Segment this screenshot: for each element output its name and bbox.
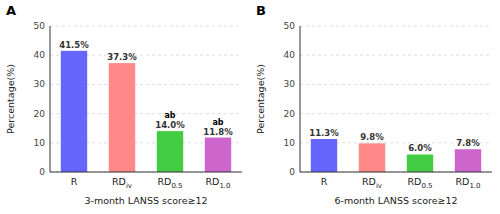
bars [61,51,231,172]
x-axis [300,172,492,173]
y-axis-label: Percentage(%) [5,64,16,134]
y-tick-label: 50 [34,21,46,31]
y-axis [50,26,51,172]
grid-line [300,113,492,114]
grid-line [50,172,242,173]
grid-line [300,172,492,173]
x-tick-label: RD0.5 [157,176,182,190]
grid-line [50,26,242,27]
x-tick-label: RD1.0 [205,176,230,190]
panel: 0 10 20 30 40 50 11.3% 9.8% 6.0% 7.8% R RDiv RD0.5 RD… [255,3,492,206]
data-label: 9.8% [360,132,384,142]
y-tick-label: 20 [34,109,46,119]
panel: 0102030405041.5%37.3%14.0%11.8%ababRRDiv… [5,3,242,206]
data-label: 37.3% [107,52,137,62]
y-tick-label: 30 [284,79,296,89]
grid-line [300,55,492,56]
y-tick-label: 40 [34,50,46,60]
data-label: 11.3% [309,128,339,138]
bar [311,139,337,172]
annotation: ab [212,118,223,127]
y-tick-label: 0 [39,167,45,177]
x-axis [50,172,242,173]
data-label: 41.5% [59,40,89,50]
y-tick-label: 40 [284,50,296,60]
x-tick-label: RD1.0 [455,176,480,190]
bar [455,149,481,172]
grid-line [300,26,492,27]
chart: 0102030405041.5%37.3%14.0%11.8%ababRRDiv… [0,0,500,214]
bar [157,131,183,172]
grid-line [300,84,492,85]
bar [205,138,231,172]
x-tick-label: RDiv [362,176,382,190]
y-tick-label: 50 [284,21,296,31]
data-label: 11.8% [203,127,233,137]
y-tick-label: 10 [284,138,296,148]
bar [61,51,87,172]
y-tick-label: 0 [289,167,295,177]
y-tick-label: 20 [284,109,296,119]
y-axis-label: Percentage(%) [255,64,266,134]
bar [407,154,433,172]
x-tick-label: R [71,176,78,187]
x-axis-label: 6-month LANSS score≥12 [334,195,457,206]
annotation: ab [164,111,175,120]
x-axis-label: 3-month LANSS score≥12 [84,195,207,206]
panel-title: A [6,3,16,18]
x-tick-label: R [321,176,328,187]
data-label: 14.0% [155,120,185,130]
x-tick-label: RDiv [112,176,132,190]
panel-title: B [256,3,266,18]
x-tick-label: RD0.5 [407,176,432,190]
bar [359,143,385,172]
bar [109,63,135,172]
data-label: 7.8% [456,138,480,148]
y-axis [300,26,301,172]
y-tick-label: 10 [34,138,46,148]
bars [311,139,481,172]
y-tick-label: 30 [34,79,46,89]
data-label: 6.0% [408,143,432,153]
